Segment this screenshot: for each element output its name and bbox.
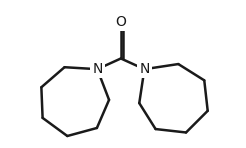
Text: N: N [139,62,150,76]
Text: N: N [92,62,103,76]
Text: O: O [115,15,126,29]
